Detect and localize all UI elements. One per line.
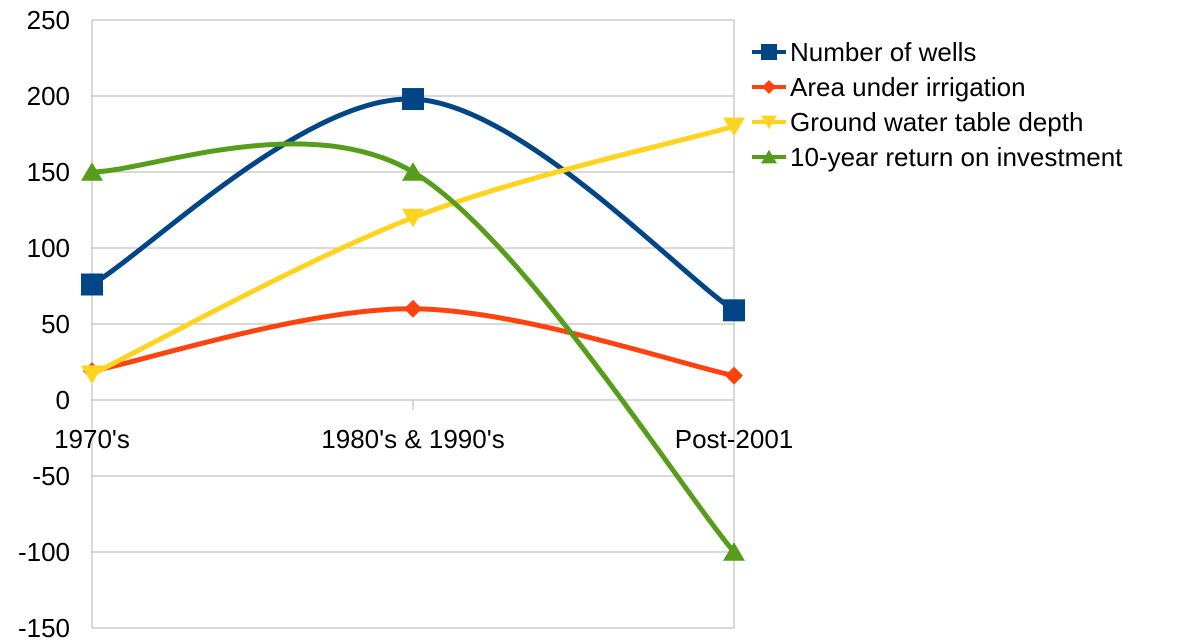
series-1 bbox=[83, 299, 743, 385]
y-tick-label: 150 bbox=[27, 157, 70, 187]
legend-swatch-marker bbox=[761, 115, 777, 130]
data-point bbox=[723, 117, 745, 137]
y-tick-label: -100 bbox=[18, 537, 70, 567]
legend: Number of wells Area under irrigation Grou… bbox=[752, 37, 1123, 172]
y-axis-tick-labels: 250 200 150 100 50 0 -50 -100 -150 bbox=[18, 5, 70, 643]
data-point bbox=[723, 299, 745, 322]
x-tick-label: 1980's & 1990's bbox=[321, 424, 504, 454]
data-point bbox=[723, 542, 745, 561]
x-tick-label: Post-2001 bbox=[675, 424, 794, 454]
legend-item: Number of wells bbox=[752, 37, 976, 67]
data-point bbox=[725, 366, 743, 385]
y-tick-label: -150 bbox=[18, 613, 70, 643]
y-tick-label: 0 bbox=[56, 385, 70, 415]
x-axis-tick-labels: 1970's 1980's & 1990's Post-2001 bbox=[54, 424, 793, 454]
series-line bbox=[89, 96, 737, 313]
legend-label: 10-year return on investment bbox=[790, 142, 1123, 172]
data-point bbox=[402, 162, 424, 181]
legend-swatch-marker bbox=[761, 149, 777, 164]
data-point bbox=[81, 273, 103, 296]
legend-swatch-marker bbox=[761, 44, 777, 60]
y-tick-label: 200 bbox=[27, 81, 70, 111]
legend-item: Area under irrigation bbox=[752, 72, 1026, 102]
y-tick-label: 100 bbox=[27, 233, 70, 263]
legend-swatch-marker bbox=[762, 80, 776, 94]
y-tick-label: 250 bbox=[27, 5, 70, 35]
legend-item: Ground water table depth bbox=[752, 107, 1083, 137]
y-tick-label: 50 bbox=[41, 309, 70, 339]
series-group bbox=[81, 88, 745, 561]
data-point bbox=[402, 208, 424, 228]
legend-label: Number of wells bbox=[790, 37, 976, 67]
data-point bbox=[402, 88, 424, 111]
y-tick-label: -50 bbox=[32, 461, 70, 491]
legend-label: Ground water table depth bbox=[790, 107, 1083, 137]
data-point bbox=[404, 299, 422, 318]
series-line bbox=[89, 141, 737, 555]
series-2 bbox=[81, 117, 745, 385]
legend-item: 10-year return on investment bbox=[752, 142, 1123, 172]
series-line bbox=[89, 306, 737, 379]
data-point bbox=[81, 162, 103, 181]
series-0 bbox=[81, 88, 745, 322]
data-point bbox=[81, 365, 103, 385]
series-3 bbox=[81, 141, 745, 561]
x-tick-label: 1970's bbox=[54, 424, 130, 454]
legend-label: Area under irrigation bbox=[790, 72, 1026, 102]
